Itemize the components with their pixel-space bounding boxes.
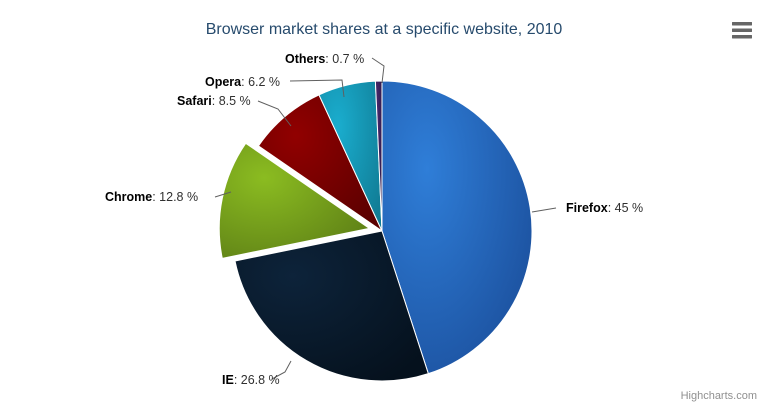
svg-text:Others: 0.7 %: Others: 0.7 % — [285, 52, 364, 66]
svg-text:Chrome: 12.8 %: Chrome: 12.8 % — [105, 190, 198, 204]
credits-label[interactable]: Highcharts.com — [681, 390, 757, 402]
label-value-opera: : 6.2 % — [241, 75, 280, 89]
hamburger-menu-icon-bar-2 — [732, 28, 752, 32]
data-label-opera: Opera: 6.2 % — [205, 75, 280, 89]
chart-title: Browser market shares at a specific webs… — [206, 21, 563, 38]
connector-chrome — [214, 191, 232, 198]
data-label-others: Others: 0.7 % — [285, 52, 364, 66]
export-menu-button[interactable] — [726, 16, 758, 42]
label-value-firefox: : 45 % — [608, 201, 643, 215]
connector-safari — [257, 100, 292, 127]
connector-opera — [289, 79, 345, 98]
label-name-safari: Safari — [177, 94, 212, 108]
svg-text:IE: 26.8 %: IE: 26.8 % — [222, 373, 280, 387]
data-label-chrome: Chrome: 12.8 % — [105, 190, 198, 204]
label-value-chrome: : 12.8 % — [152, 190, 198, 204]
connector-firefox — [531, 207, 557, 213]
hamburger-menu-icon-bar-3 — [732, 35, 752, 39]
data-label-firefox: Firefox: 45 % — [566, 201, 643, 215]
svg-text:Firefox: 45 %: Firefox: 45 % — [566, 201, 643, 215]
pie-slice-chrome[interactable] — [218, 142, 370, 259]
label-value-others: : 0.7 % — [325, 52, 364, 66]
pie-slice-firefox[interactable] — [381, 80, 533, 375]
label-name-opera: Opera — [205, 75, 242, 89]
svg-text:Opera: 6.2 %: Opera: 6.2 % — [205, 75, 280, 89]
label-name-ie: IE — [222, 373, 234, 387]
label-name-firefox: Firefox — [566, 201, 608, 215]
label-name-others: Others — [285, 52, 325, 66]
data-label-connectors — [214, 57, 557, 380]
pie-slice-ie[interactable] — [234, 230, 429, 382]
connector-others — [371, 57, 385, 84]
connector-ie — [271, 360, 292, 380]
svg-text:Safari: 8.5 %: Safari: 8.5 % — [177, 94, 251, 108]
pie-slices-group — [218, 80, 533, 382]
data-label-ie: IE: 26.8 % — [222, 373, 280, 387]
data-label-safari: Safari: 8.5 % — [177, 94, 251, 108]
label-value-ie: : 26.8 % — [234, 373, 280, 387]
label-value-safari: : 8.5 % — [212, 94, 251, 108]
hamburger-menu-icon-bar-1 — [732, 22, 752, 26]
label-name-chrome: Chrome — [105, 190, 152, 204]
